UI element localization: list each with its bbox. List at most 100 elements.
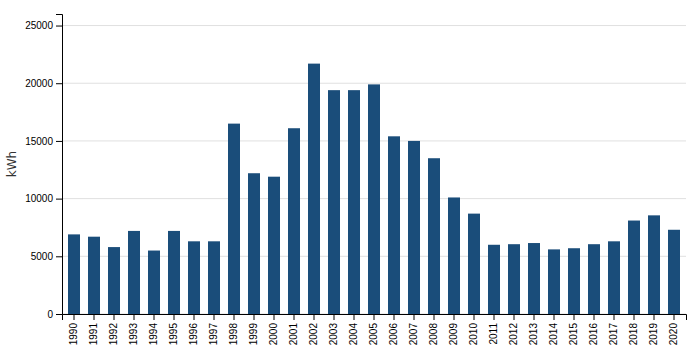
x-tick-label: 2006: [388, 323, 399, 346]
x-tick-mark: [354, 314, 355, 320]
x-axis: 1990199119921993199419951996199719981999…: [63, 314, 687, 345]
x-tick-label: 2018: [628, 323, 639, 346]
bar: [448, 197, 460, 314]
bar: [128, 231, 140, 314]
x-tick-mark: [474, 314, 475, 320]
x-tick-mark: [594, 314, 595, 320]
x-tick-mark: [114, 314, 115, 320]
x-tick: 2007: [408, 314, 419, 345]
x-tick-mark: [74, 314, 75, 320]
x-tick-label: 2007: [408, 323, 419, 346]
x-tick-label: 1999: [248, 323, 259, 346]
y-tick-mark: [56, 141, 62, 142]
x-tick: 2013: [528, 314, 539, 345]
y-tick-label: 5000: [31, 251, 54, 262]
x-tick: 2000: [268, 314, 279, 345]
x-tick-label: 2008: [428, 323, 439, 346]
y-tick-label: 10000: [25, 193, 53, 204]
y-tick: 25000: [25, 20, 62, 31]
x-tick: 1999: [248, 314, 259, 345]
y-tick-mark: [56, 199, 62, 200]
y-tick-mark: [56, 256, 62, 257]
x-tick: 1992: [108, 314, 119, 345]
bar: [168, 231, 180, 314]
x-tick-mark: [534, 314, 535, 320]
x-tick-mark: [94, 314, 95, 320]
x-tick-label: 2017: [608, 323, 619, 346]
x-tick: 2012: [508, 314, 519, 345]
grid-line: [62, 25, 686, 26]
x-tick-label: 2010: [468, 323, 479, 346]
x-tick-mark: [614, 314, 615, 320]
x-axis-line: [63, 315, 687, 321]
x-tick-label: 1995: [168, 323, 179, 346]
x-tick-mark: [334, 314, 335, 320]
bar: [548, 249, 560, 314]
bar: [248, 173, 260, 314]
y-axis-title: kWh: [5, 151, 19, 177]
bar: [88, 237, 100, 314]
y-tick-label: 15000: [25, 136, 53, 147]
y-tick: 15000: [25, 136, 62, 147]
bar: [288, 128, 300, 314]
x-tick: 1994: [148, 314, 159, 345]
x-tick-label: 1997: [208, 323, 219, 346]
x-tick-label: 2003: [328, 323, 339, 346]
x-tick: 1998: [228, 314, 239, 345]
x-tick-label: 1994: [148, 323, 159, 346]
x-tick-mark: [554, 314, 555, 320]
y-axis-line: [56, 15, 63, 315]
bar: [368, 84, 380, 314]
bar: [68, 234, 80, 314]
y-tick-label: 0: [47, 309, 53, 320]
x-tick-mark: [434, 314, 435, 320]
x-tick-label: 1992: [108, 323, 119, 346]
grid-line: [62, 83, 686, 84]
bar: [388, 136, 400, 314]
y-axis: 0500010000150002000025000: [25, 15, 62, 320]
x-tick: 2002: [308, 314, 319, 345]
bar: [608, 241, 620, 314]
x-tick-label: 2013: [528, 323, 539, 346]
x-tick: 1996: [188, 314, 199, 345]
grid: [62, 26, 686, 314]
bar: [588, 244, 600, 314]
x-tick-label: 1990: [68, 323, 79, 346]
x-tick: 1997: [208, 314, 219, 345]
x-tick: 2018: [628, 314, 639, 345]
bar: [648, 215, 660, 314]
x-tick-label: 2000: [268, 323, 279, 346]
x-tick-label: 1993: [128, 323, 139, 346]
bar: [628, 221, 640, 314]
x-tick: 2015: [568, 314, 579, 345]
y-tick: 5000: [31, 251, 62, 262]
x-tick-label: 2015: [568, 323, 579, 346]
y-tick-mark: [56, 83, 62, 84]
bar: [308, 64, 320, 314]
bar: [408, 141, 420, 314]
x-tick-label: 2016: [588, 323, 599, 346]
x-tick-mark: [174, 314, 175, 320]
x-tick-label: 2012: [508, 323, 519, 346]
x-tick-mark: [234, 314, 235, 320]
x-tick-mark: [374, 314, 375, 320]
x-tick-mark: [674, 314, 675, 320]
x-tick: 2010: [468, 314, 479, 345]
x-tick: 2009: [448, 314, 459, 345]
x-tick: 2011: [488, 314, 499, 345]
y-tick-mark: [56, 314, 62, 315]
bar: [488, 245, 500, 314]
x-tick-label: 1998: [228, 323, 239, 346]
bar: [228, 124, 240, 314]
y-tick: 10000: [25, 193, 62, 204]
bar: [108, 247, 120, 314]
x-tick: 2008: [428, 314, 439, 345]
x-tick: 2020: [668, 314, 679, 345]
x-tick-mark: [574, 314, 575, 320]
x-tick-label: 2004: [348, 323, 359, 346]
x-tick: 2005: [368, 314, 379, 345]
bar: [148, 251, 160, 314]
x-tick-mark: [214, 314, 215, 320]
bar: [188, 241, 200, 314]
x-tick-label: 2001: [288, 323, 299, 346]
